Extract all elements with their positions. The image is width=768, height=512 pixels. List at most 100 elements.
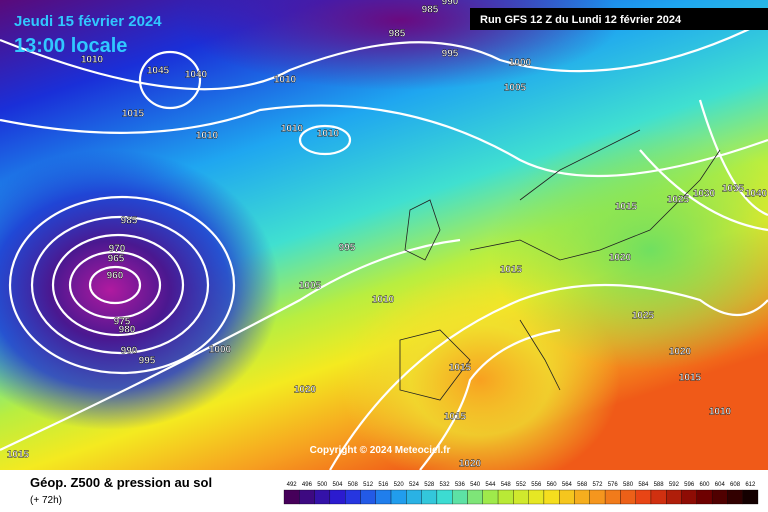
scale-swatch	[467, 489, 483, 505]
coastlines	[399, 129, 721, 401]
scale-swatch	[727, 489, 743, 505]
isobars	[0, 19, 768, 471]
isobar-label: 1020	[609, 253, 632, 264]
scale-label: 504	[333, 482, 344, 488]
scale-label: 572	[592, 482, 603, 488]
isobar-label: 995	[139, 356, 156, 367]
scale-label: 544	[485, 482, 496, 488]
scale-label: 516	[378, 482, 389, 488]
scale-swatch	[360, 489, 376, 505]
scale-swatch	[299, 489, 315, 505]
isobar-label: 995	[442, 49, 459, 60]
isobar-label: 1020	[669, 347, 692, 358]
isobar-label: 1015	[122, 109, 145, 120]
isobar-label: 1040	[185, 70, 208, 81]
scale-swatch	[681, 489, 697, 505]
isobar-label: 995	[339, 243, 356, 254]
scale-swatch	[390, 489, 407, 505]
scale-label: 520	[394, 482, 405, 488]
scale-swatch	[497, 489, 514, 505]
scale-swatch	[543, 489, 560, 505]
isobar-label: 970	[109, 244, 126, 255]
isobar-label: 1010	[196, 131, 219, 142]
isobar-label: 1005	[504, 83, 527, 94]
scale-label: 596	[684, 482, 695, 488]
scale-swatch	[421, 489, 438, 505]
date: Jeudi 15 février 2024	[14, 13, 162, 30]
isobar-label: 1015	[444, 412, 467, 423]
scale-label: 532	[440, 482, 451, 488]
footer-title: Géop. Z500 & pression au sol	[30, 475, 212, 490]
scale-label: 512	[363, 482, 374, 488]
scale-swatch	[574, 489, 590, 505]
isobar-label: 990	[121, 346, 138, 357]
scale-label: 584	[638, 482, 649, 488]
isobar-label: 1045	[147, 66, 170, 77]
isobar-label: 985	[422, 5, 439, 16]
isobar-label: 1015	[449, 363, 472, 374]
isobar-label: 975	[114, 317, 131, 328]
isobar-label: 1015	[615, 202, 638, 213]
scale-label: 552	[516, 482, 527, 488]
scale-swatch	[436, 489, 453, 505]
scale-label: 612	[745, 482, 756, 488]
scale-swatch	[620, 489, 636, 505]
scale-label: 508	[348, 482, 359, 488]
isobar-label: 1025	[632, 311, 655, 322]
scale-swatch	[329, 489, 346, 505]
scale-swatch	[513, 489, 529, 505]
isobar-label: 980	[119, 325, 136, 336]
isobar-label: 1000	[509, 58, 532, 69]
scale-swatch	[314, 489, 331, 505]
scale-label: 580	[623, 482, 634, 488]
scale-label: 600	[699, 482, 710, 488]
scale-label: 536	[455, 482, 466, 488]
scale-swatch	[742, 489, 759, 505]
scale-swatch	[482, 489, 499, 505]
isobar-label: 965	[108, 254, 125, 265]
scale-swatch	[283, 489, 300, 505]
scale-label: 564	[562, 482, 573, 488]
scale-label: 568	[577, 482, 588, 488]
isobar-label: 1010	[709, 407, 732, 418]
isobar-label: 1015	[679, 373, 702, 384]
scale-swatch	[452, 489, 468, 505]
scale-label: 500	[317, 482, 328, 488]
scale-label: 540	[470, 482, 481, 488]
isobar-label: 1040	[745, 189, 768, 200]
scale-label: 604	[715, 482, 726, 488]
scale-swatch	[528, 489, 545, 505]
scale-label: 548	[501, 482, 512, 488]
scale-label: 576	[608, 482, 619, 488]
isobar-label: 1005	[299, 281, 322, 292]
scale-swatch	[589, 489, 606, 505]
scale-label: 560	[547, 482, 558, 488]
run-text: Run GFS 12 Z du Lundi 12 février 2024	[480, 14, 682, 26]
footer-step: (+ 72h)	[30, 495, 62, 506]
isobar-label: 1020	[294, 385, 317, 396]
scale-label: 592	[669, 482, 680, 488]
scale-label: 524	[409, 482, 420, 488]
scale-label: 588	[654, 482, 665, 488]
scale-swatch	[696, 489, 713, 505]
scale-swatch	[406, 489, 422, 505]
isobar-label: 985	[121, 216, 138, 227]
isobar-label: 1015	[500, 265, 523, 276]
isobar-label: 985	[389, 29, 406, 40]
scale-label: 608	[730, 482, 741, 488]
scale-swatch	[559, 489, 575, 505]
isobar-label: 1010	[81, 55, 104, 66]
scale-label: 496	[302, 482, 313, 488]
isobar-label: 990	[442, 0, 459, 8]
isobar-label: 1010	[281, 124, 304, 135]
isobar-label: 1025	[667, 195, 690, 206]
scale-label: 556	[531, 482, 542, 488]
scale-swatch	[604, 489, 621, 505]
scale-swatch	[375, 489, 392, 505]
isobar-label: 1015	[7, 450, 30, 461]
isobar-label: 1010	[274, 75, 297, 86]
isobar-label: 1010	[317, 129, 340, 140]
run-box	[470, 8, 768, 30]
scale-swatch	[666, 489, 682, 505]
